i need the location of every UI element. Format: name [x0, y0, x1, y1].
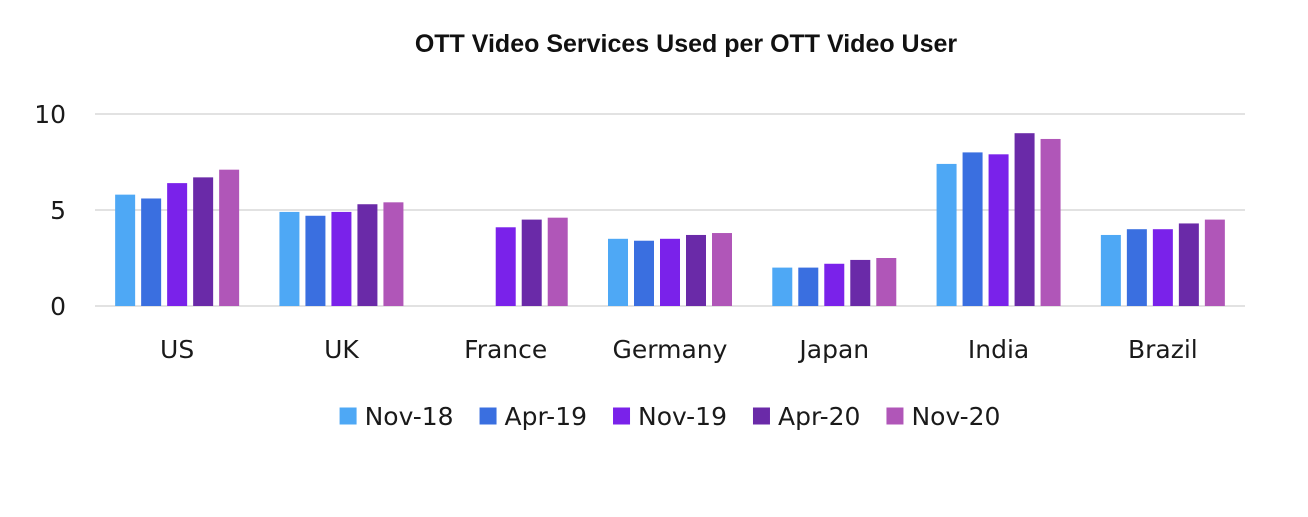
x-category-label: Brazil [1128, 335, 1198, 364]
bar-india-nov-18 [936, 163, 957, 306]
legend-swatch [339, 407, 357, 425]
bar-us-nov-20 [219, 169, 240, 306]
legend-swatch [886, 407, 904, 425]
bar-france-nov-20 [547, 217, 568, 306]
bar-brazil-nov-19 [1152, 229, 1173, 306]
x-category-label: US [160, 335, 194, 364]
x-category-label: UK [324, 335, 359, 364]
x-category-label: Germany [613, 335, 728, 364]
bar-us-nov-19 [167, 183, 188, 306]
bar-uk-nov-20 [383, 202, 404, 306]
y-tick-label: 0 [50, 292, 66, 321]
bar-us-apr-20 [193, 177, 214, 306]
legend-label: Nov-18 [365, 402, 454, 431]
x-category-label: France [464, 335, 547, 364]
bars [115, 133, 1225, 306]
bar-france-apr-20 [521, 219, 542, 306]
bar-india-nov-19 [988, 154, 1009, 306]
category-labels: US UK France Germany Japan India Brazil [160, 335, 1198, 364]
legend-label: Nov-19 [638, 402, 727, 431]
bar-brazil-apr-19 [1126, 229, 1147, 306]
bar-uk-apr-19 [305, 215, 326, 306]
legend-label: Nov-20 [911, 402, 1000, 431]
legend-swatch [479, 407, 497, 425]
legend-label: Apr-19 [505, 402, 587, 431]
bar-japan-nov-20 [876, 258, 897, 306]
y-tick-label: 5 [50, 196, 66, 225]
x-category-label: Japan [797, 335, 869, 364]
bar-germany-nov-20 [712, 233, 732, 306]
bar-japan-apr-20 [850, 259, 871, 306]
bar-japan-apr-19 [798, 267, 819, 306]
bar-us-apr-19 [141, 198, 162, 306]
legend-label: Apr-20 [778, 402, 860, 431]
bar-uk-nov-19 [331, 211, 352, 306]
bar-us-nov-18 [115, 194, 136, 306]
bar-brazil-nov-20 [1204, 219, 1225, 306]
bar-japan-nov-19 [824, 263, 845, 306]
x-category-label: India [968, 335, 1029, 364]
bar-india-apr-20 [1014, 133, 1035, 306]
bar-germany-apr-20 [686, 234, 706, 306]
y-tick-label: 10 [34, 100, 66, 129]
bar-japan-nov-18 [772, 267, 793, 306]
bar-brazil-apr-20 [1178, 223, 1199, 306]
bar-uk-nov-18 [279, 211, 300, 306]
bar-uk-apr-20 [357, 204, 378, 306]
bar-germany-nov-19 [660, 238, 680, 306]
bar-brazil-nov-18 [1100, 234, 1121, 306]
bar-india-nov-20 [1040, 138, 1061, 306]
legend-swatch [752, 407, 770, 425]
chart-title: OTT Video Services Used per OTT Video Us… [414, 30, 958, 58]
legend-swatch [613, 407, 631, 425]
bar-germany-apr-19 [634, 240, 654, 306]
bar-germany-nov-18 [608, 238, 628, 306]
bar-france-nov-19 [495, 227, 516, 306]
legend: Nov-18 Apr-19 Nov-19 Apr-20 Nov-20 [339, 402, 1000, 431]
bar-india-apr-19 [962, 152, 983, 306]
y-axis-ticks: 0 5 10 [34, 100, 66, 321]
